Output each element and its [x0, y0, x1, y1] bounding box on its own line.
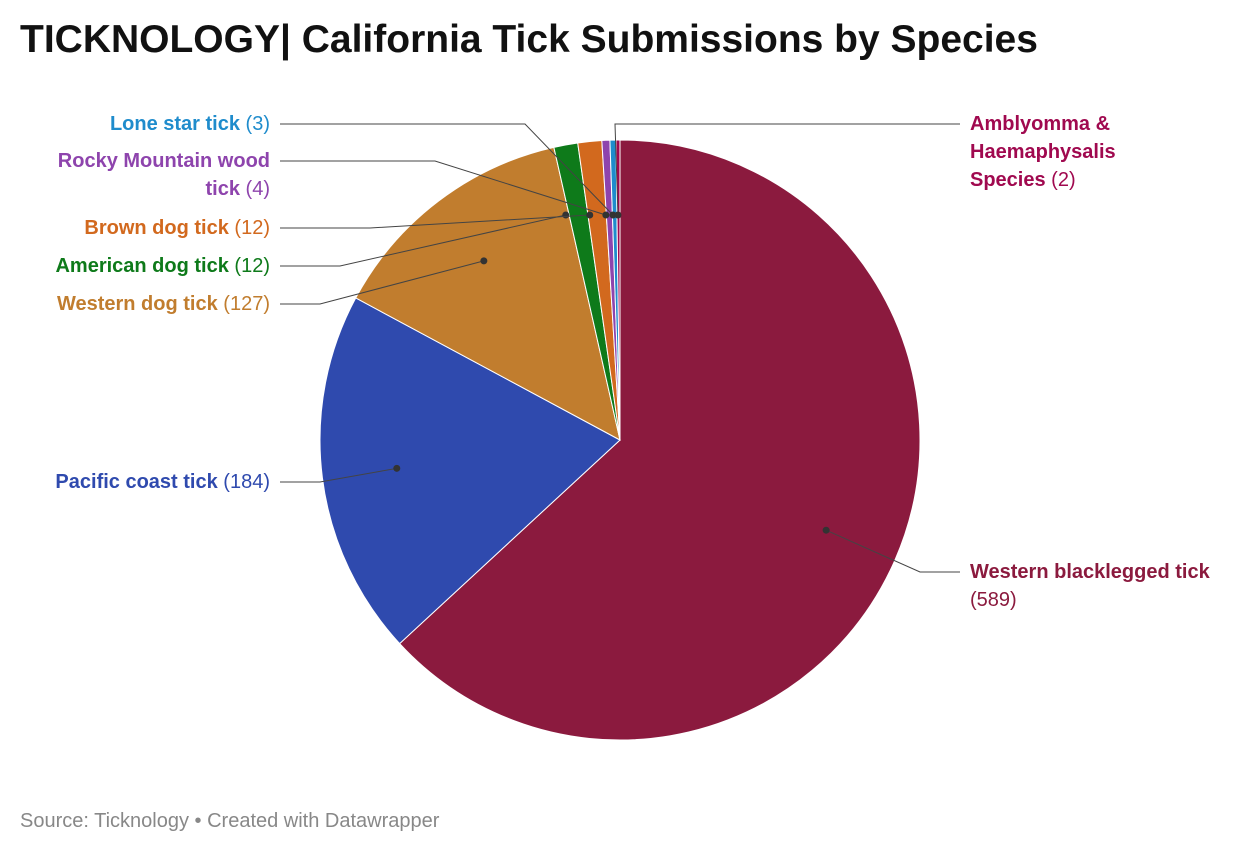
slice-label: Rocky Mountain wood tick (4) — [20, 147, 270, 203]
category-name: Rocky Mountain wood tick — [57, 150, 270, 200]
leader-dot — [480, 257, 488, 265]
source-note: Source: Ticknology • Created with Datawr… — [20, 810, 440, 832]
leader-dot — [393, 464, 401, 472]
category-name: Amblyomma & Haemaphysalis Species — [970, 113, 1116, 191]
value-label: (127) — [223, 293, 270, 315]
leader-dot — [822, 526, 830, 534]
value-label: (12) — [234, 255, 270, 277]
value-label: (4) — [245, 178, 270, 200]
value-label: (2) — [1051, 169, 1076, 191]
leader-line — [280, 214, 590, 229]
leader-dot — [609, 211, 617, 219]
slice-label: American dog tick (12) — [55, 252, 270, 280]
slice-label: Brown dog tick (12) — [84, 214, 270, 242]
leader-dot — [602, 211, 610, 219]
category-name: American dog tick — [55, 255, 229, 277]
leader-line — [280, 467, 397, 483]
category-name: Western blacklegged tick — [970, 561, 1210, 583]
category-name: Lone star tick — [109, 113, 240, 135]
leader-line — [614, 123, 960, 216]
category-name: Brown dog tick — [84, 217, 229, 239]
pie-slice — [355, 146, 621, 441]
value-label: (589) — [970, 589, 1017, 611]
value-label: (12) — [234, 217, 270, 239]
slice-label: Western blacklegged tick (589) — [970, 558, 1210, 614]
leader-line — [280, 123, 614, 216]
leader-line — [825, 529, 960, 573]
leader-line — [280, 214, 566, 267]
chart-title: TICKNOLOGY| California Tick Submissions … — [20, 18, 1038, 61]
category-name: Western dog tick — [56, 293, 218, 315]
leader-dot — [586, 211, 594, 219]
slice-label: Lone star tick (3) — [110, 110, 270, 138]
slice-label: Pacific coast tick (184) — [55, 468, 270, 496]
value-label: (3) — [245, 113, 270, 135]
value-label: (184) — [223, 471, 270, 493]
leader-line — [280, 160, 607, 216]
leader-dot — [614, 211, 622, 219]
category-name: Pacific coast tick — [55, 471, 218, 493]
leader-dot — [562, 211, 570, 219]
slice-label: Western dog tick (127) — [57, 290, 270, 318]
slice-label: Amblyomma & Haemaphysalis Species (2) — [970, 110, 1150, 194]
leader-line — [280, 260, 484, 305]
pie-slice — [319, 297, 621, 645]
